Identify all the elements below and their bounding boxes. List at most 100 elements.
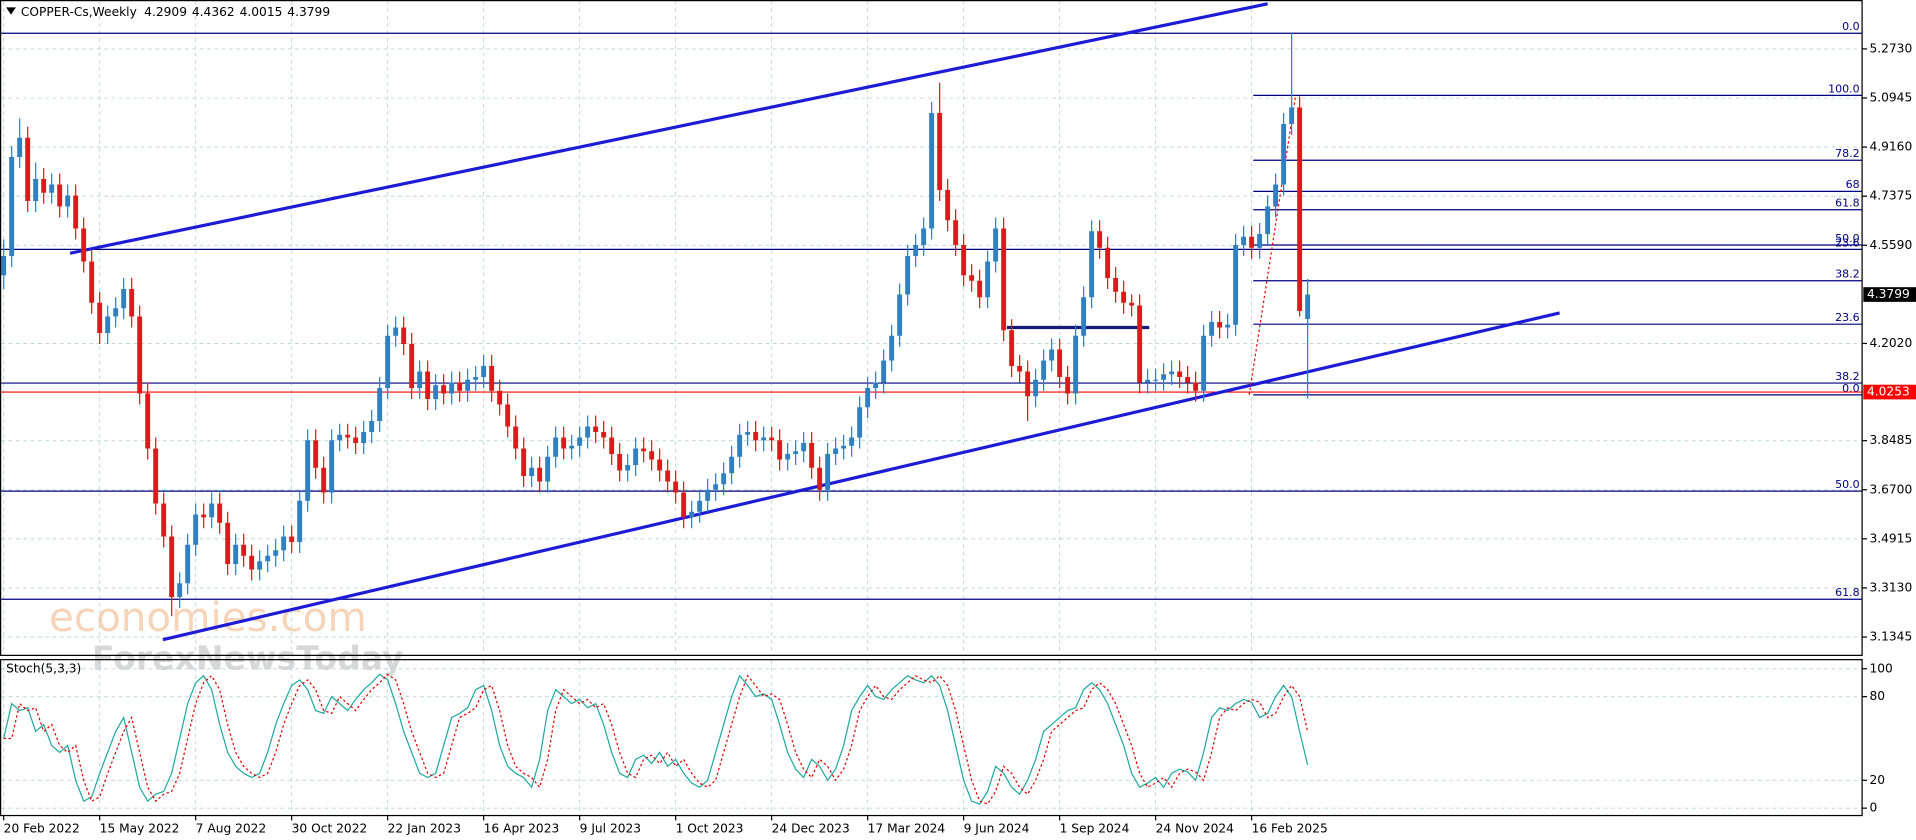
price-box-label: 4.0253 xyxy=(1867,385,1910,399)
candle-body xyxy=(1137,305,1143,383)
candle-body xyxy=(817,467,823,490)
candle-body xyxy=(1057,349,1063,378)
candle-body xyxy=(761,437,767,441)
x-tick-label: 1 Oct 2023 xyxy=(676,822,744,836)
candle-body xyxy=(1233,244,1239,325)
candle-body xyxy=(17,137,23,157)
candle-body xyxy=(57,184,63,207)
candle-body xyxy=(769,437,775,441)
candle-body xyxy=(225,522,231,565)
candle-body xyxy=(433,385,439,400)
stoch-line xyxy=(3,673,1309,805)
stoch-line xyxy=(3,673,1309,805)
fib-label: 0.0 xyxy=(1842,382,1860,395)
y-tick-label: 3.3130 xyxy=(1869,580,1912,594)
candle-body xyxy=(321,467,327,493)
candle-body xyxy=(585,426,591,438)
candle-body xyxy=(41,178,47,193)
candle-body xyxy=(385,335,391,389)
candle-body xyxy=(249,555,255,570)
candle-body xyxy=(1073,335,1079,394)
candle-body xyxy=(1241,236,1247,245)
candle-body xyxy=(1065,377,1071,394)
candle-body xyxy=(489,366,495,391)
candle-body xyxy=(233,544,239,565)
candle-body xyxy=(281,536,287,551)
candle-body xyxy=(1017,366,1023,372)
y-tick-label: 3.1345 xyxy=(1869,630,1912,644)
candle-body xyxy=(609,437,615,455)
chart-title: COPPER-Cs,Weekly xyxy=(21,5,137,19)
stoch-panel-frame xyxy=(0,659,1863,817)
price-box-label: 4.3799 xyxy=(1867,287,1910,301)
candle-body xyxy=(1089,231,1095,298)
candle-body xyxy=(113,308,119,317)
candle-body xyxy=(369,421,375,433)
candle-body xyxy=(897,294,903,336)
candle-body xyxy=(201,514,207,518)
y-tick-label: 4.2020 xyxy=(1869,336,1912,350)
candle-body xyxy=(921,228,927,245)
stoch-title: Stoch(5,3,3) xyxy=(6,661,81,675)
menu-triangle[interactable] xyxy=(6,7,16,15)
candle-body xyxy=(1177,371,1183,378)
y-tick-label: 3.4915 xyxy=(1869,531,1912,545)
candle-body xyxy=(465,379,471,391)
candle-body xyxy=(265,555,271,562)
fib-label: 68 xyxy=(1846,178,1860,191)
candle-body xyxy=(1201,335,1207,391)
candle-body xyxy=(617,454,623,471)
x-tick-label: 15 May 2022 xyxy=(100,822,180,836)
candle-body xyxy=(785,454,791,460)
header-close: 4.3799 xyxy=(287,5,330,19)
candle-body xyxy=(1193,382,1199,391)
x-tick-label: 1 Sep 2024 xyxy=(1060,822,1130,836)
x-tick-label: 30 Oct 2022 xyxy=(292,822,368,836)
x-tick-label: 17 Mar 2024 xyxy=(868,822,946,836)
trendline xyxy=(162,311,1560,642)
candle-body xyxy=(137,316,143,394)
candle-body xyxy=(737,434,743,457)
candle-body xyxy=(705,489,711,501)
candle-body xyxy=(1153,379,1159,381)
candle-body xyxy=(9,156,15,256)
candle-body xyxy=(1025,371,1031,397)
candle-body xyxy=(497,390,503,405)
candle-body xyxy=(401,327,407,345)
candle-body xyxy=(641,448,647,452)
candle-body xyxy=(841,445,847,449)
candle-body xyxy=(25,137,31,201)
y-tick-label: 100 xyxy=(1869,661,1892,675)
watermark: economies.com xyxy=(49,594,367,641)
candle-body xyxy=(625,465,631,471)
x-tick-label: 24 Dec 2023 xyxy=(772,822,850,836)
candle-body xyxy=(217,503,223,523)
candle-body xyxy=(209,503,215,518)
candle-body xyxy=(777,440,783,460)
fib-label: 38.2 xyxy=(1835,370,1860,383)
candle-body xyxy=(97,302,103,334)
main-panel-frame xyxy=(0,0,1863,656)
candle-body xyxy=(545,456,551,482)
candle-body xyxy=(457,382,463,391)
fib-label: 23.6 xyxy=(1835,311,1860,324)
candle-body xyxy=(177,583,183,598)
candle-body xyxy=(257,561,263,570)
candle-body xyxy=(49,184,55,193)
candle-body xyxy=(1049,349,1055,361)
candle-body xyxy=(553,437,559,457)
fib-label: 50.0 xyxy=(1835,232,1860,245)
candle-body xyxy=(313,440,319,468)
fib-label: 23.6 xyxy=(1835,236,1860,249)
candle-body xyxy=(73,195,79,229)
candle-body xyxy=(857,407,863,438)
candle-body xyxy=(865,388,871,408)
candle-body xyxy=(793,451,799,455)
x-tick-label: 9 Jul 2023 xyxy=(580,822,641,836)
candle-body xyxy=(1033,379,1039,397)
y-tick-label: 3.8485 xyxy=(1869,433,1912,447)
candle-body xyxy=(913,244,919,256)
candle-body xyxy=(529,467,535,477)
candle-body xyxy=(505,404,511,427)
